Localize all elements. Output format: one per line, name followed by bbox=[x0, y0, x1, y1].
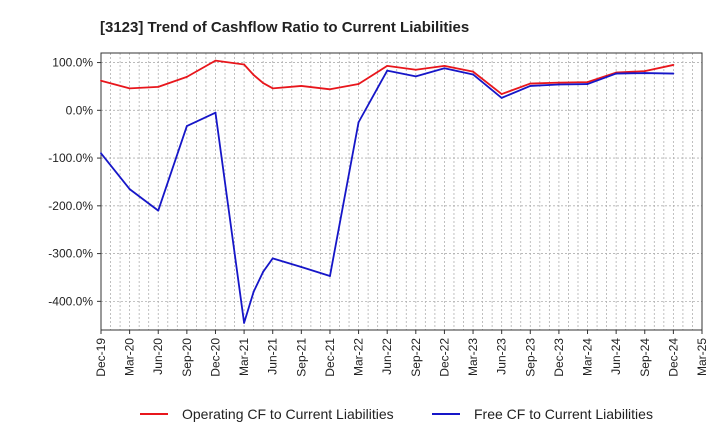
x-tick-label: Dec-23 bbox=[552, 338, 566, 377]
operating-cf-point bbox=[586, 81, 589, 84]
operating-cf-point bbox=[558, 81, 560, 84]
operating-cf-point bbox=[529, 82, 532, 85]
x-tick-label: Sep-21 bbox=[294, 338, 308, 377]
x-tick-label: Jun-23 bbox=[495, 338, 509, 375]
series bbox=[100, 59, 675, 324]
x-tick-label: Jun-20 bbox=[151, 338, 165, 375]
legend: Operating CF to Current Liabilities Free … bbox=[140, 406, 653, 422]
free-cf-point bbox=[500, 96, 503, 99]
x-tick-label: Dec-24 bbox=[666, 338, 680, 377]
x-tick-label: Mar-24 bbox=[581, 338, 595, 376]
legend-label: Free CF to Current Liabilities bbox=[474, 406, 653, 422]
operating-cf-point bbox=[443, 64, 446, 67]
operating-cf-point bbox=[672, 64, 675, 66]
x-tick-label: Mar-20 bbox=[123, 338, 137, 376]
x-tick-label: Sep-22 bbox=[409, 338, 423, 377]
free-cf-point bbox=[271, 257, 274, 260]
free-cf-point bbox=[300, 266, 303, 268]
operating-cf-point bbox=[414, 68, 417, 71]
operating-cf-point bbox=[157, 86, 160, 88]
free-cf-point bbox=[357, 121, 360, 124]
legend-item-free-cf: Free CF to Current Liabilities bbox=[432, 406, 653, 422]
operating-cf-point bbox=[271, 87, 274, 90]
free-cf-point bbox=[586, 83, 589, 85]
operating-cf-point bbox=[329, 88, 331, 91]
x-tick-label: Sep-20 bbox=[180, 338, 194, 377]
x-tick-label: Mar-25 bbox=[695, 338, 709, 376]
operating-cf-point bbox=[243, 63, 245, 66]
free-cf-point bbox=[252, 290, 255, 293]
x-tick-label: Dec-20 bbox=[208, 338, 222, 377]
axes: 100.0% 0.0% -100.0% -200.0% -300.0% -400.0% De… bbox=[48, 52, 709, 377]
x-tick-label: Sep-24 bbox=[638, 338, 652, 377]
free-cf-point bbox=[100, 152, 102, 155]
operating-cf-point bbox=[386, 64, 389, 67]
legend-item-operating-cf: Operating CF to Current Liabilities bbox=[140, 406, 394, 422]
operating-cf-point bbox=[100, 79, 102, 82]
x-tick-label: Jun-21 bbox=[266, 338, 280, 375]
legend-label: Operating CF to Current Liabilities bbox=[182, 406, 394, 422]
operating-cf-point bbox=[357, 83, 360, 85]
free-cf-point bbox=[414, 75, 417, 78]
y-tick-label: 100.0% bbox=[52, 56, 93, 70]
y-tick-label: -100.0% bbox=[48, 151, 93, 165]
free-cf-point bbox=[128, 188, 131, 191]
x-tick-label: Dec-19 bbox=[94, 338, 108, 377]
operating-cf-point bbox=[500, 93, 503, 95]
plot-frame bbox=[100, 52, 703, 331]
x-tick-label: Sep-23 bbox=[523, 338, 537, 377]
free-cf-point bbox=[443, 67, 446, 70]
free-cf-point bbox=[214, 111, 217, 114]
free-cf-point bbox=[185, 125, 188, 127]
free-cf-point bbox=[643, 72, 646, 74]
y-tick-label: -400.0% bbox=[48, 294, 93, 308]
x-tick-label: Jun-22 bbox=[380, 338, 394, 375]
chart-title: [3123] Trend of Cashflow Ratio to Curren… bbox=[100, 19, 469, 36]
x-tick-label: Dec-21 bbox=[323, 338, 337, 377]
free-cf-point bbox=[529, 85, 532, 87]
x-tick-label: Mar-23 bbox=[466, 338, 480, 376]
operating-cf-point bbox=[262, 82, 265, 84]
operating-cf-point bbox=[472, 70, 474, 73]
operating-cf-point bbox=[128, 87, 131, 90]
free-cf-point bbox=[672, 72, 675, 75]
free-cf-point bbox=[472, 73, 474, 76]
free-cf-point bbox=[262, 270, 265, 273]
free-cf-point bbox=[157, 209, 160, 212]
x-tick-label: Mar-22 bbox=[352, 338, 366, 376]
operating-cf-point bbox=[214, 59, 217, 62]
operating-cf-point bbox=[643, 70, 646, 73]
y-tick-label: -200.0% bbox=[48, 199, 93, 213]
y-tick-label: 0.0% bbox=[66, 103, 94, 117]
free-cf-point bbox=[615, 72, 618, 75]
operating-cf-point bbox=[252, 74, 255, 76]
grid bbox=[100, 53, 703, 330]
free-cf-point bbox=[386, 69, 389, 72]
free-cf-point bbox=[243, 321, 245, 324]
free-cf-point bbox=[558, 83, 560, 86]
x-tick-label: Jun-24 bbox=[609, 338, 623, 375]
x-tick-label: Dec-22 bbox=[437, 338, 451, 377]
x-tick-label: Mar-21 bbox=[237, 338, 251, 376]
operating-cf-point bbox=[185, 75, 188, 78]
operating-cf-point bbox=[300, 85, 303, 87]
free-cf-point bbox=[329, 275, 331, 277]
y-tick-label: -300.0% bbox=[48, 247, 93, 261]
